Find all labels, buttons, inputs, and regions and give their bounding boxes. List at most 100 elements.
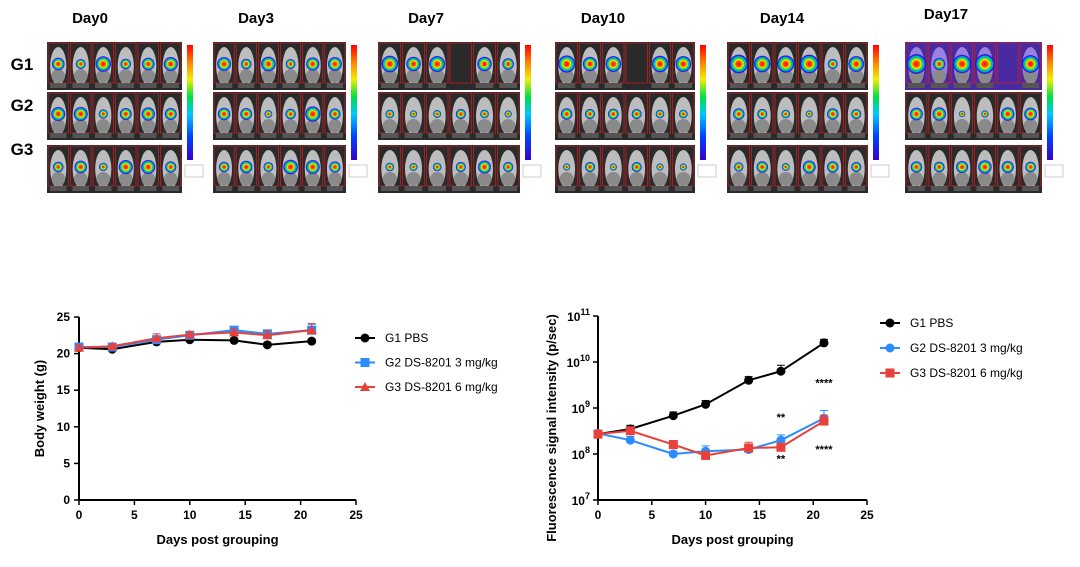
luminescence-signal bbox=[952, 54, 972, 74]
luminescence-signal bbox=[409, 110, 418, 118]
mouse-id-label bbox=[95, 133, 112, 138]
legend-label: G1 PBS bbox=[385, 331, 428, 345]
mouse-id-label bbox=[499, 133, 517, 138]
image-row-background bbox=[47, 42, 182, 90]
mouse-id-label bbox=[117, 186, 134, 191]
tick-exponent: 9 bbox=[585, 399, 590, 409]
mouse-lower-body bbox=[676, 119, 691, 133]
mouse-lower-body bbox=[261, 119, 276, 133]
mouse-lower-body bbox=[978, 172, 992, 186]
mouse-id-label bbox=[847, 133, 865, 138]
mouse-lower-body bbox=[328, 119, 342, 133]
mouse-lower-body bbox=[955, 119, 969, 133]
luminescence-signal bbox=[906, 53, 927, 75]
mouse-id-label bbox=[95, 186, 112, 191]
significance-annotation: **** bbox=[815, 378, 833, 390]
mouse-id-label bbox=[976, 83, 994, 88]
luminescence-signal bbox=[1025, 161, 1037, 173]
y-tick-label: 25 bbox=[57, 310, 71, 324]
luminescence-signal bbox=[582, 56, 598, 72]
y-tick-label: 1010 bbox=[567, 353, 590, 370]
image-row-background bbox=[555, 92, 695, 140]
mouse-lower-body bbox=[217, 119, 231, 133]
image-row-background bbox=[905, 92, 1042, 140]
mouse-lower-body bbox=[283, 172, 298, 186]
roi-box bbox=[996, 42, 1019, 84]
mouse-id-label bbox=[381, 186, 399, 191]
mouse-lower-body bbox=[406, 69, 421, 83]
x-tick-label: 20 bbox=[294, 508, 308, 522]
mouse-lower-body bbox=[559, 119, 574, 133]
mouse-lower-body bbox=[119, 69, 133, 83]
x-tick-label: 15 bbox=[753, 508, 767, 522]
mouse-id-label bbox=[404, 186, 423, 191]
mouse-lower-body bbox=[406, 119, 421, 133]
tick-base: 10 bbox=[567, 356, 581, 370]
color-scale-legend-box bbox=[522, 164, 542, 178]
x-tick-label: 5 bbox=[131, 508, 138, 522]
luminescence-signal bbox=[605, 55, 622, 73]
mouse-lower-body bbox=[217, 69, 231, 83]
luminescence-signal bbox=[218, 161, 230, 173]
mouse-lower-body bbox=[261, 69, 276, 83]
color-scale-legend-box bbox=[697, 164, 717, 178]
luminescence-signal bbox=[74, 160, 88, 174]
mouse-lower-body bbox=[477, 172, 492, 186]
mouse-lower-body bbox=[1023, 119, 1038, 133]
data-point bbox=[229, 335, 239, 345]
data-point bbox=[625, 426, 635, 436]
mouse-id-label bbox=[304, 83, 321, 88]
mouse-lower-body bbox=[453, 172, 468, 186]
luminescence-signal bbox=[118, 159, 134, 175]
mouse-id-label bbox=[381, 133, 399, 138]
luminescence-signal bbox=[909, 107, 924, 121]
mouse-lower-body bbox=[382, 119, 397, 133]
mouse-lower-body bbox=[328, 69, 342, 83]
mouse-lower-body bbox=[164, 172, 178, 186]
luminescence-signal bbox=[285, 58, 296, 70]
luminescence-signal bbox=[850, 161, 862, 173]
mouse-lower-body bbox=[96, 69, 110, 83]
luminescence-signal bbox=[1023, 107, 1038, 121]
color-scale-legend-box bbox=[348, 164, 368, 178]
luminescence-signal bbox=[164, 107, 177, 121]
mouse-id-label bbox=[651, 186, 669, 191]
tick-exponent: 10 bbox=[580, 353, 590, 363]
image-row-background bbox=[213, 42, 346, 90]
luminescence-signal bbox=[141, 107, 156, 121]
data-point bbox=[701, 399, 711, 409]
mouse-lower-body bbox=[955, 172, 969, 186]
x-tick-label: 25 bbox=[860, 508, 874, 522]
mouse-id-label bbox=[404, 83, 423, 88]
tick-exponent: 8 bbox=[585, 445, 590, 455]
mouse-lower-body bbox=[606, 69, 621, 83]
color-scale-legend-box bbox=[1044, 164, 1064, 178]
tick-base: 10 bbox=[572, 494, 586, 508]
luminescence-signal bbox=[140, 159, 156, 175]
luminescence-signal bbox=[50, 106, 66, 122]
mouse-lower-body bbox=[932, 69, 947, 83]
tick-exponent: 7 bbox=[585, 491, 590, 501]
mouse-id-label bbox=[628, 186, 646, 191]
roi-box bbox=[625, 42, 648, 84]
luminescence-signal bbox=[932, 106, 947, 122]
x-tick-label: 0 bbox=[76, 508, 83, 522]
luminescence-signal bbox=[910, 161, 923, 173]
data-point bbox=[262, 340, 272, 350]
panel-title: Day0 bbox=[72, 10, 108, 27]
mouse-id-label bbox=[930, 186, 948, 191]
image-row-background bbox=[905, 42, 1042, 90]
mouse-lower-body bbox=[261, 172, 276, 186]
luminescence-signal bbox=[282, 159, 299, 175]
luminescence-signal bbox=[679, 163, 688, 171]
mouse-lower-body bbox=[909, 172, 924, 186]
legend-label: G2 DS-8201 3 mg/kg bbox=[910, 341, 1023, 355]
luminescence-signal bbox=[239, 160, 253, 174]
mouse-id-label bbox=[930, 83, 948, 88]
luminescence-signal bbox=[51, 57, 65, 71]
mouse-id-label bbox=[404, 133, 423, 138]
x-tick-label: 25 bbox=[349, 508, 363, 522]
mouse-id-label bbox=[95, 83, 112, 88]
luminescence-signal bbox=[119, 107, 132, 121]
